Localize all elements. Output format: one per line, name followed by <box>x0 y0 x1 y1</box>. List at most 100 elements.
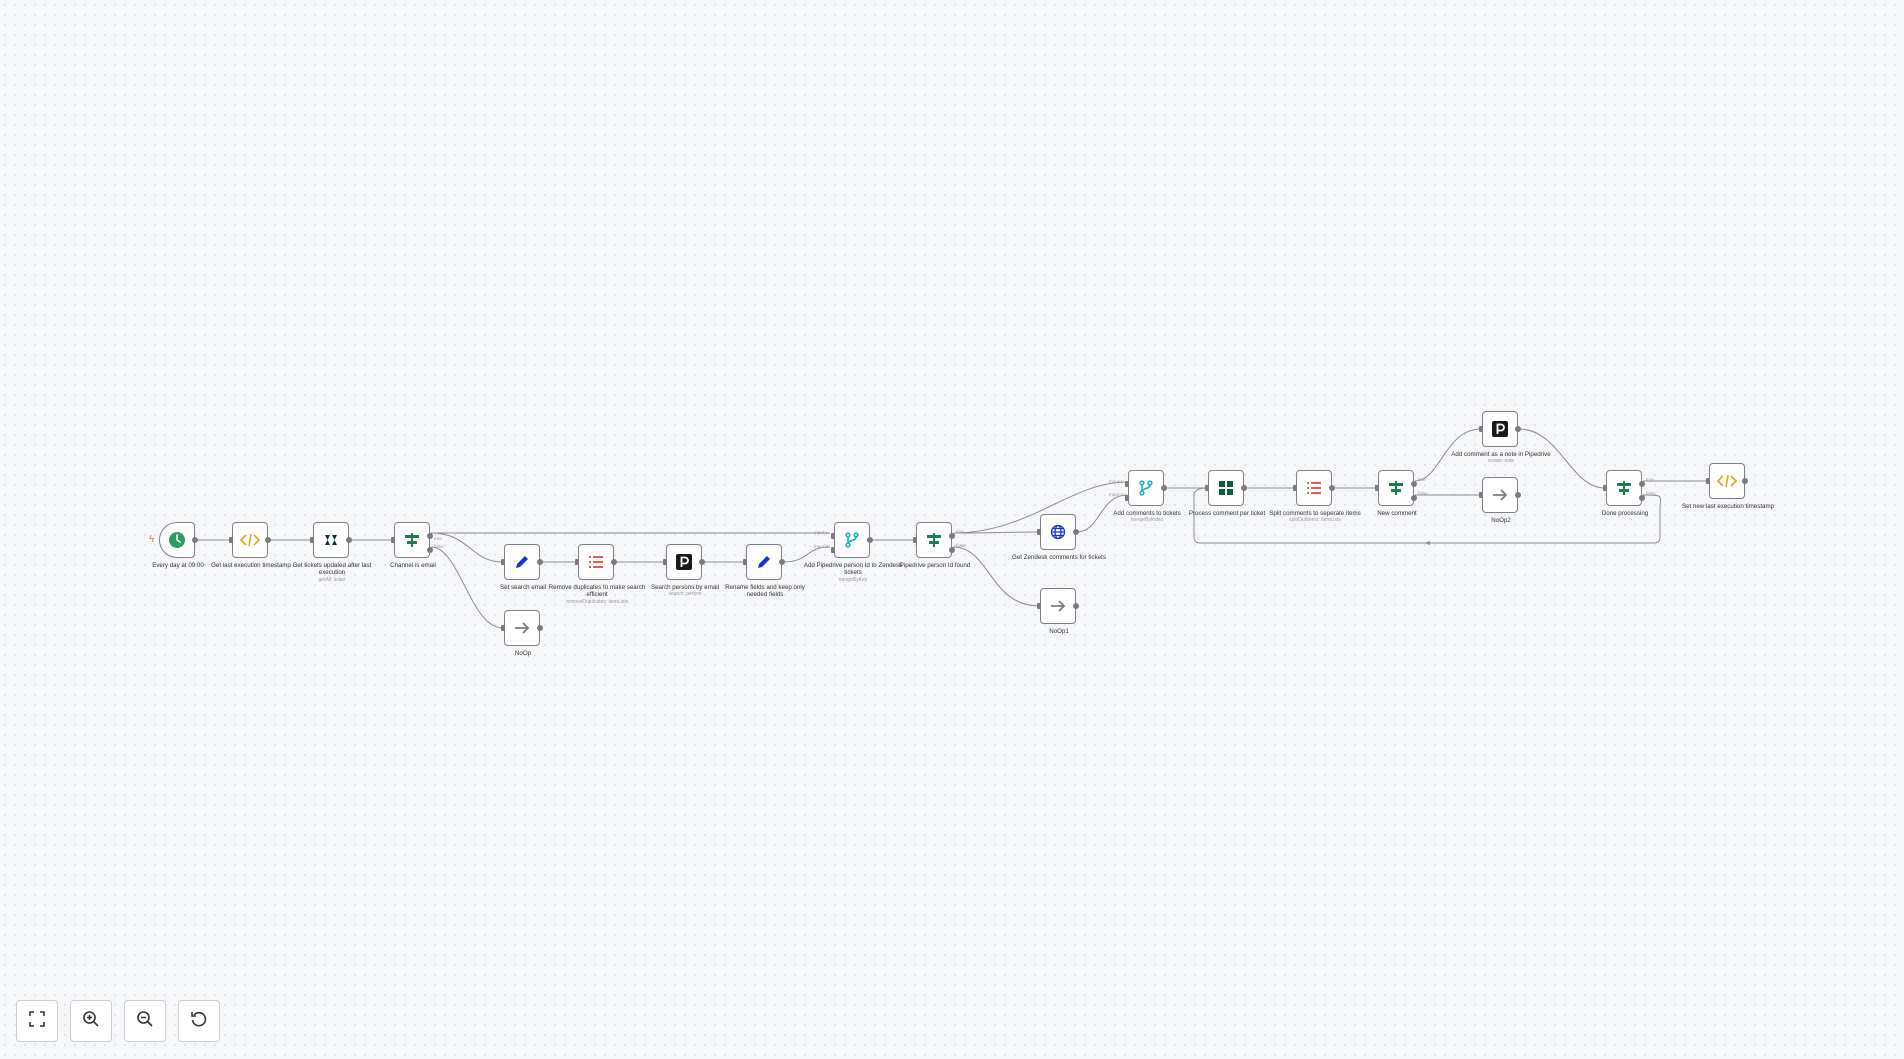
function-node[interactable]: Get last execution timestamp <box>211 522 291 569</box>
output-port[interactable] <box>611 559 617 565</box>
node-subtitle: search: person <box>668 591 702 598</box>
output-port[interactable] <box>699 559 705 565</box>
input-port[interactable] <box>501 559 505 565</box>
output-port[interactable] <box>1161 485 1167 491</box>
input-port[interactable] <box>310 537 314 543</box>
port-label-true: true <box>956 529 964 534</box>
output-port[interactable] <box>867 537 873 543</box>
input-port[interactable] <box>1205 485 1209 491</box>
input-port[interactable] <box>1375 485 1379 491</box>
output-port-false[interactable] <box>427 547 433 553</box>
clock-icon <box>167 530 187 550</box>
input-port[interactable] <box>391 537 395 543</box>
node-label: Pipedrive person Id found <box>899 562 971 569</box>
input-port[interactable] <box>1037 529 1041 535</box>
node-label-text: Search persons by email <box>650 584 720 591</box>
if-node[interactable]: Pipedrive person Id found <box>900 522 970 569</box>
schedule-trigger-node[interactable]: ϟ Every day at 09:00 <box>149 522 204 569</box>
output-port-true[interactable] <box>1411 481 1417 487</box>
input-port-1[interactable] <box>831 533 835 539</box>
merge-node[interactable]: Add comments to tickets mergeByIndex <box>1113 470 1181 523</box>
node-label: New comment <box>1377 510 1417 517</box>
pipedrive-node[interactable]: Search persons by email search: person <box>651 544 719 597</box>
list-icon <box>586 552 606 572</box>
output-port[interactable] <box>192 537 198 543</box>
input-port-2[interactable] <box>831 547 835 553</box>
node-subtitle: create: note <box>1487 458 1515 465</box>
input-port[interactable] <box>1479 426 1483 432</box>
node-label: Get last execution timestamp <box>211 562 291 569</box>
function-node[interactable]: Set new last execution timestamp <box>1682 463 1774 510</box>
zendesk-node[interactable]: Get tickets updated after last execution… <box>293 522 371 583</box>
output-port[interactable] <box>1241 485 1247 491</box>
output-port-true[interactable] <box>427 533 433 539</box>
port-label-false: false <box>1418 491 1428 496</box>
noop-node[interactable]: NoOp2 <box>1479 477 1521 524</box>
output-port[interactable] <box>1329 485 1335 491</box>
set-node[interactable]: Rename fields and keep only needed field… <box>725 544 805 598</box>
code-icon <box>240 530 260 550</box>
noop-node[interactable]: NoOp <box>501 610 543 657</box>
output-port[interactable] <box>537 625 543 631</box>
zoom-out-button[interactable] <box>124 1000 166 1042</box>
input-port[interactable] <box>1706 478 1710 484</box>
split-in-batches-node[interactable]: Process comment per ticket <box>1189 470 1265 517</box>
reset-zoom-icon <box>190 1010 208 1033</box>
http-request-node[interactable]: Get Zendesk comments for tickets <box>1012 514 1106 561</box>
connection <box>952 481 1128 534</box>
input-port[interactable] <box>575 559 579 565</box>
zoom-in-button[interactable] <box>70 1000 112 1042</box>
input-port[interactable] <box>1479 492 1483 498</box>
output-port-true[interactable] <box>1639 481 1645 487</box>
node-label: NoOp <box>514 650 532 657</box>
output-port[interactable] <box>1073 529 1079 535</box>
output-port-false[interactable] <box>1411 495 1417 501</box>
merge-node[interactable]: Add Pipedrive person Id to Zendesk ticke… <box>804 522 902 583</box>
if-node[interactable]: New comment <box>1375 470 1417 517</box>
input-port[interactable] <box>1603 485 1607 491</box>
reset-zoom-button[interactable] <box>178 1000 220 1042</box>
code-icon <box>1717 471 1737 491</box>
node-label: Get Zendesk comments for tickets <box>1012 554 1106 561</box>
item-lists-node[interactable]: Remove duplicates to make search efficie… <box>549 544 645 605</box>
output-port[interactable] <box>1515 426 1521 432</box>
output-port[interactable] <box>1742 478 1748 484</box>
set-node[interactable]: Set search email <box>500 544 546 591</box>
output-port[interactable] <box>537 559 543 565</box>
noop-node[interactable]: NoOp1 <box>1037 588 1079 635</box>
input-port[interactable] <box>913 537 917 543</box>
merge-icon <box>1136 478 1156 498</box>
input-port-1[interactable] <box>1125 481 1129 487</box>
if-node[interactable]: Done processing <box>1602 470 1648 517</box>
output-port[interactable] <box>1515 492 1521 498</box>
output-port[interactable] <box>346 537 352 543</box>
output-port[interactable] <box>779 559 785 565</box>
output-port-false[interactable] <box>949 547 955 553</box>
input-port[interactable] <box>1037 603 1041 609</box>
node-subtitle: mergeByKey <box>838 576 868 583</box>
output-port-false[interactable] <box>1639 495 1645 501</box>
node-label: Set search email <box>499 584 547 591</box>
output-port-true[interactable] <box>949 533 955 539</box>
node-label: Rename fields and keep only needed field… <box>725 584 805 599</box>
port-label-input-2: Input 2 <box>814 544 829 549</box>
input-port[interactable] <box>501 625 505 631</box>
if-node[interactable]: Channel is email <box>390 522 436 569</box>
trigger-bolt-icon: ϟ <box>149 534 155 545</box>
output-port[interactable] <box>265 537 271 543</box>
fit-view-button[interactable] <box>16 1000 58 1042</box>
output-port[interactable] <box>1073 603 1079 609</box>
input-port[interactable] <box>663 559 667 565</box>
arrow-right-icon <box>512 618 532 638</box>
node-label: Process comment per ticket <box>1188 510 1266 517</box>
connection <box>1076 494 1128 533</box>
connection <box>952 546 1040 607</box>
input-port[interactable] <box>1293 485 1297 491</box>
input-port[interactable] <box>229 537 233 543</box>
input-port[interactable] <box>743 559 747 565</box>
arrow-right-icon <box>1048 596 1068 616</box>
input-port-2[interactable] <box>1125 495 1129 501</box>
pipedrive-node[interactable]: Add comment as a note in Pipedrive create… <box>1451 411 1551 464</box>
item-lists-node[interactable]: Split comments to seperate items splitOut… <box>1269 470 1361 523</box>
